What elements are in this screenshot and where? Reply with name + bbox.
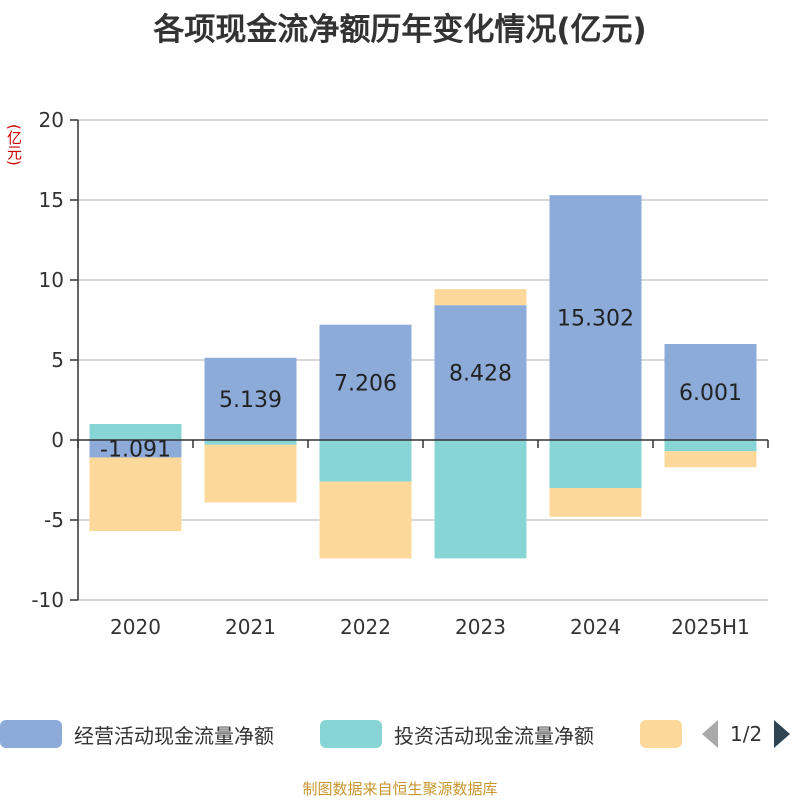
bar-series1-2021[interactable] xyxy=(204,357,297,440)
bar-series1-2020[interactable] xyxy=(89,440,182,458)
x-tick-label: 2021 xyxy=(225,615,276,639)
y-tick-label: -10 xyxy=(31,588,64,612)
bar-series3-2020[interactable] xyxy=(89,457,182,532)
data-label-2025H1: 6.001 xyxy=(679,381,742,406)
legend-swatch-investing xyxy=(320,720,382,748)
data-label-2024: 15.302 xyxy=(557,307,634,332)
bar-series3-2022[interactable] xyxy=(319,481,412,559)
bar-series2-2023[interactable] xyxy=(434,440,527,559)
legend-pager: 1/2 xyxy=(702,716,791,752)
data-label-2020: -1.091 xyxy=(100,438,171,463)
bar-series1-2022[interactable] xyxy=(319,324,412,440)
x-tick-label: 2024 xyxy=(570,615,621,639)
y-tick-label: -5 xyxy=(44,508,64,532)
x-tick-label: 2020 xyxy=(110,615,161,639)
data-label-2023: 8.428 xyxy=(449,362,512,387)
bar-series2-2024[interactable] xyxy=(549,440,642,488)
bar-series2-2022[interactable] xyxy=(319,440,412,482)
y-axis-unit-label: (亿元) xyxy=(5,124,23,166)
legend-next-arrow-icon[interactable] xyxy=(774,720,791,748)
x-tick-label: 2022 xyxy=(340,615,391,639)
data-label-2021: 5.139 xyxy=(219,388,282,413)
y-tick-label: 5 xyxy=(51,348,64,372)
bar-series3-2025H1[interactable] xyxy=(664,451,757,468)
legend-item-operating[interactable]: 经营活动现金流量净额 xyxy=(0,716,274,752)
bar-series3-2021[interactable] xyxy=(204,444,297,503)
bar-series3-2024[interactable] xyxy=(549,488,642,517)
legend-item-financing[interactable] xyxy=(640,716,682,752)
y-tick-label: 15 xyxy=(39,188,64,212)
bar-series2-2025H1[interactable] xyxy=(664,440,757,452)
legend-swatch-operating xyxy=(0,720,62,748)
bar-series2-2021[interactable] xyxy=(204,440,297,445)
legend-label-operating: 经营活动现金流量净额 xyxy=(74,723,274,748)
legend: 经营活动现金流量净额 投资活动现金流量净额 1/2 xyxy=(0,716,800,752)
legend-prev-arrow-icon[interactable] xyxy=(702,720,718,748)
bar-series2-2020[interactable] xyxy=(89,424,182,440)
legend-swatch-financing xyxy=(640,720,682,748)
bar-series1-2025H1[interactable] xyxy=(664,343,757,440)
data-source-note: 制图数据来自恒生聚源数据库 xyxy=(302,780,498,798)
legend-label-investing: 投资活动现金流量净额 xyxy=(394,723,594,748)
y-tick-label: 20 xyxy=(39,108,64,132)
bar-series1-2023[interactable] xyxy=(434,305,527,440)
x-tick-label: 2023 xyxy=(455,615,506,639)
legend-item-investing[interactable]: 投资活动现金流量净额 xyxy=(320,716,594,752)
y-tick-label: 0 xyxy=(51,428,64,452)
chart-title: 各项现金流净额历年变化情况(亿元) xyxy=(153,12,647,48)
y-tick-label: 10 xyxy=(39,268,64,292)
data-label-2022: 7.206 xyxy=(334,371,397,396)
legend-page-indicator: 1/2 xyxy=(730,722,763,746)
x-tick-label: 2025H1 xyxy=(671,615,750,639)
bar-series3-2023[interactable] xyxy=(434,289,527,306)
bar-series1-2024[interactable] xyxy=(549,195,642,440)
